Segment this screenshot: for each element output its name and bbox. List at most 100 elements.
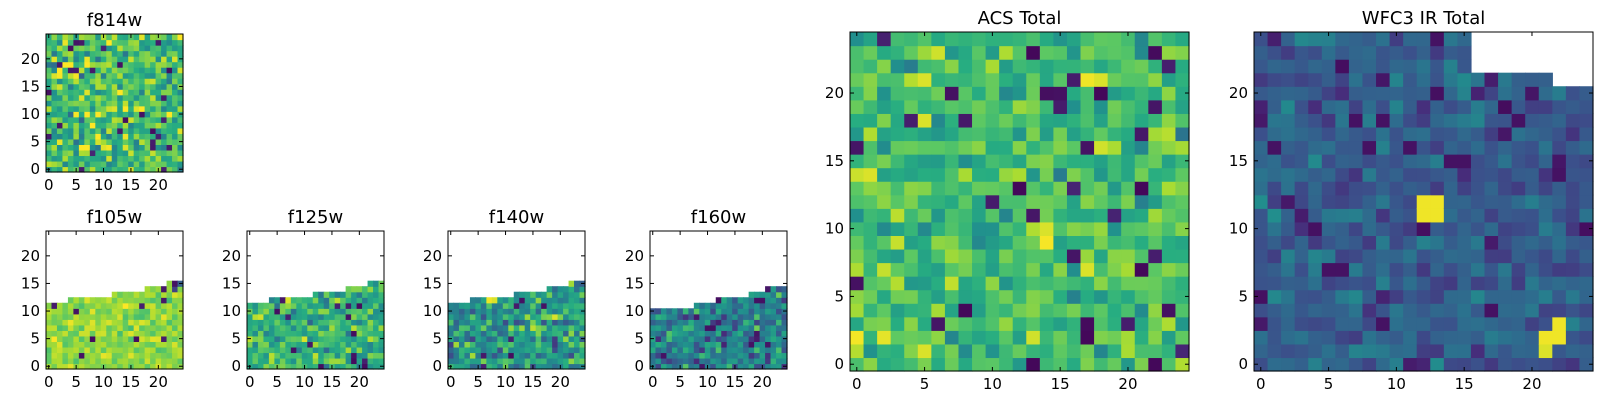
heatmap-cell xyxy=(513,302,520,309)
heatmap-cell xyxy=(776,363,783,370)
heatmap-cell xyxy=(765,330,772,337)
heatmap-cell xyxy=(1484,113,1499,128)
heatmap-cell xyxy=(139,133,146,140)
heatmap-cell xyxy=(1294,140,1309,155)
heatmap-cell xyxy=(67,144,74,151)
heatmap-cell xyxy=(1470,289,1486,304)
heatmap-cell xyxy=(776,346,783,354)
heatmap-cell xyxy=(84,138,91,145)
heatmap-cell xyxy=(345,346,352,354)
heatmap-cell xyxy=(89,100,96,107)
heatmap-cell xyxy=(133,56,140,63)
heatmap-cell xyxy=(1348,140,1364,155)
heatmap-cell xyxy=(1281,59,1296,74)
heatmap-cell xyxy=(1094,248,1109,264)
heatmap-cell xyxy=(917,330,932,345)
heatmap-cell xyxy=(1107,316,1122,331)
heatmap-cell xyxy=(290,297,297,304)
heatmap-cell xyxy=(367,297,374,304)
heatmap-cell xyxy=(73,45,80,52)
heatmap-cell xyxy=(172,324,179,331)
heatmap-cell xyxy=(166,286,173,293)
heatmap-cell xyxy=(1066,140,1082,155)
heatmap-cell xyxy=(62,341,69,348)
heatmap-cell xyxy=(1457,45,1472,60)
heatmap-cell xyxy=(367,330,374,337)
heatmap-cell xyxy=(362,352,369,359)
heatmap-cell xyxy=(323,363,330,370)
heatmap-cell xyxy=(117,56,124,63)
heatmap-cell xyxy=(150,122,157,129)
heatmap-cell xyxy=(890,32,905,47)
heatmap-cell xyxy=(351,308,358,315)
heatmap-cell xyxy=(917,72,932,87)
heatmap-cell xyxy=(1538,357,1553,372)
heatmap-cell xyxy=(1348,113,1364,128)
heatmap-cell xyxy=(677,308,684,315)
heatmap-cell xyxy=(985,181,1000,196)
heatmap-cell xyxy=(1525,316,1540,331)
heatmap-cell xyxy=(475,352,482,359)
heatmap-cell xyxy=(563,286,570,293)
heatmap-cell xyxy=(1362,181,1377,196)
heatmap-cell xyxy=(704,324,711,331)
heatmap-cell xyxy=(1053,59,1068,74)
heatmap-cell xyxy=(710,324,717,331)
heatmap-cell xyxy=(133,302,140,309)
heatmap-cell xyxy=(128,122,135,129)
heatmap-cell xyxy=(274,297,281,304)
heatmap-cell xyxy=(257,302,265,309)
heatmap-cell xyxy=(1457,276,1472,291)
heatmap-cell xyxy=(677,330,684,337)
heatmap-cell xyxy=(100,155,107,162)
heatmap-cell xyxy=(172,116,179,123)
heatmap-cell xyxy=(931,140,946,155)
heatmap-cell xyxy=(1175,194,1190,209)
heatmap-cell xyxy=(1321,181,1336,196)
heatmap-cell xyxy=(958,316,973,331)
heatmap-cell xyxy=(944,154,960,169)
heatmap-cell xyxy=(67,116,74,123)
heatmap-cell xyxy=(155,149,162,157)
heatmap-cell xyxy=(944,194,960,209)
heatmap-cell xyxy=(73,357,80,365)
heatmap-cell xyxy=(373,352,380,359)
heatmap-cell xyxy=(1348,45,1364,60)
heatmap-cell xyxy=(100,94,107,101)
heatmap-cell xyxy=(252,308,259,315)
heatmap-cell xyxy=(296,324,303,331)
heatmap-cell xyxy=(1308,126,1323,142)
heatmap-cell xyxy=(1335,330,1350,345)
heatmap-cell xyxy=(743,319,750,326)
heatmap-cell xyxy=(1457,289,1472,304)
heatmap-cell xyxy=(1026,167,1041,182)
heatmap-cell xyxy=(78,127,85,134)
heatmap-cell xyxy=(699,308,706,315)
heatmap-cell xyxy=(486,357,493,365)
heatmap-cell xyxy=(78,149,85,157)
heatmap-cell xyxy=(1281,343,1296,359)
heatmap-cell xyxy=(759,324,766,331)
heatmap-cell xyxy=(144,56,151,63)
heatmap-cell xyxy=(111,144,118,151)
heatmap-cell xyxy=(1267,248,1282,264)
heatmap-cell xyxy=(863,208,878,223)
heatmap-cell xyxy=(469,297,476,304)
heatmap-cell xyxy=(161,155,168,162)
heatmap-cell xyxy=(1511,262,1526,277)
heatmap-cell xyxy=(1094,99,1109,114)
heatmap-cell xyxy=(985,208,1000,223)
heatmap-cell xyxy=(1362,72,1377,87)
heatmap-cell xyxy=(307,324,314,331)
heatmap-cell xyxy=(67,72,74,79)
heatmap-cell xyxy=(1012,181,1027,196)
heatmap-cell xyxy=(128,302,135,309)
heatmap-cell xyxy=(877,276,892,291)
heatmap-cell xyxy=(1335,221,1350,236)
heatmap-cell xyxy=(95,363,102,370)
heatmap-cell xyxy=(345,291,352,298)
heatmap-cell xyxy=(1281,208,1296,223)
y-tick-label: 10 xyxy=(625,302,644,320)
heatmap-cell xyxy=(497,352,504,359)
